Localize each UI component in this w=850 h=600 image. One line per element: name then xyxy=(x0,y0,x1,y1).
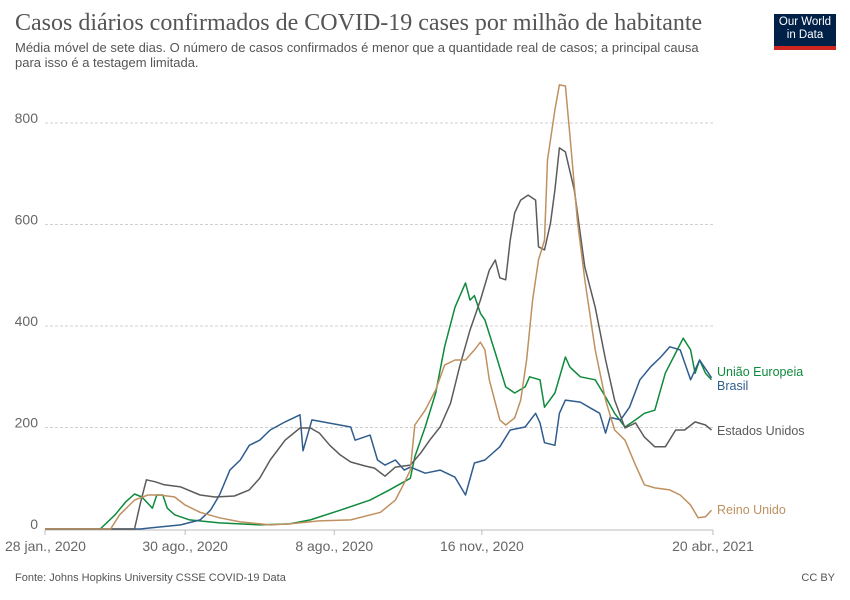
x-tick-label: 28 jan., 2020 xyxy=(5,538,86,554)
owid-logo[interactable]: Our World in Data xyxy=(774,14,836,50)
chart-subtitle: Média móvel de sete dias. O número de ca… xyxy=(15,40,699,70)
series-label: Reino Unido xyxy=(717,503,786,517)
y-tick-label: 400 xyxy=(15,313,39,329)
series-label: Estados Unidos xyxy=(717,424,805,438)
series-line-brasil xyxy=(45,346,713,530)
x-tick-label: 20 abr., 2021 xyxy=(672,538,754,554)
logo-line-1: Our World xyxy=(778,16,832,28)
x-tick-label: 30 ago., 2020 xyxy=(142,538,228,554)
series-label: Brasil xyxy=(717,379,748,393)
x-tick-label: 16 nov., 2020 xyxy=(440,538,524,554)
series-line-reino-unido xyxy=(45,84,713,530)
series-line-união-europeia xyxy=(45,282,713,530)
x-tick-label: 8 ago., 2020 xyxy=(295,538,373,554)
y-tick-label: 600 xyxy=(15,212,39,228)
logo-line-2: in Data xyxy=(786,29,824,41)
source-note[interactable]: Fonte: Johns Hopkins University CSSE COV… xyxy=(15,572,286,584)
license-link[interactable]: CC BY xyxy=(801,572,835,584)
chart-title: Casos diários confirmados de COVID-19 ca… xyxy=(15,10,703,36)
series-label: União Europeia xyxy=(717,365,803,379)
y-tick-label: 800 xyxy=(15,110,39,126)
series-line-estados-unidos xyxy=(45,147,712,530)
y-tick-label: 200 xyxy=(15,415,39,431)
y-tick-label: 0 xyxy=(30,516,38,532)
